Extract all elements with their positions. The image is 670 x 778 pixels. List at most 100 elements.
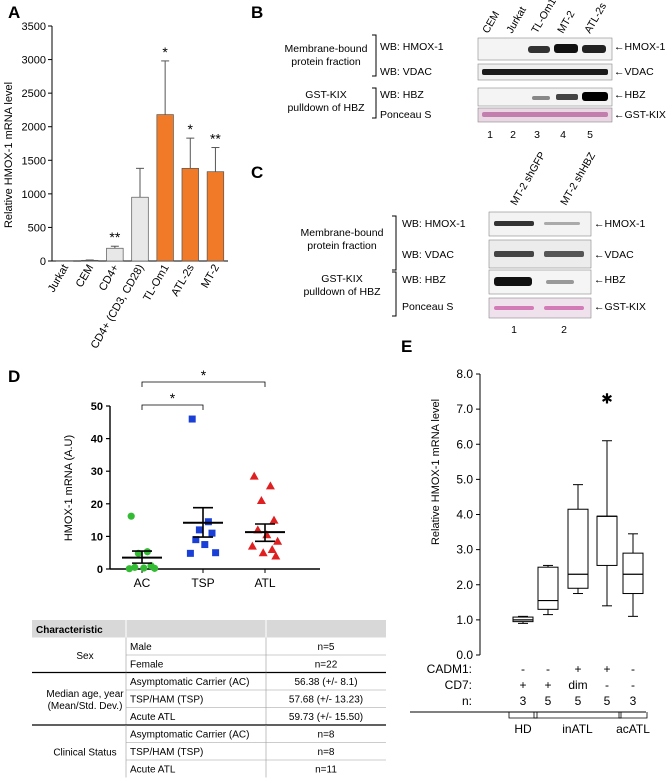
panel-e-category-table: CADM1: - - + + - CD7: + + dim - - n: 3 5 5 5 3 HD inATL acAT… [410,662,650,736]
e-group-label: acATL [616,722,650,736]
panel-b-group2-line2: pulldown of HBZ [287,102,365,114]
b-lane-number: 2 [510,129,516,141]
panel-b-group1-line1: Membrane-bound [285,43,368,55]
panel-b-group1-line2: protein fraction [291,56,361,68]
panel-c-group2-line2: pulldown of HBZ [303,286,381,298]
table-row-value: 56.38 (+/- 8.1) [294,677,357,688]
a-category-label: CD4+ [97,263,122,294]
table-group-label: Median age, year [46,689,124,700]
d-point-atl [265,481,275,490]
c-arrow-label: ←GST-KIX [594,301,646,313]
table-row-value: n=11 [315,765,337,776]
panel-e: E Relative HMOX-1 mRNA level 0.0 1.0 2.0 3.… [401,337,650,736]
d-ytick-label: 40 [91,434,103,446]
b-lane-number: 5 [587,129,593,141]
d-point-atl [247,541,257,550]
panel-b-row-vdac: WB: VDAC [380,66,432,78]
d-category-label: ATL [254,576,275,590]
d-point-atl [269,515,279,524]
a-significance: * [188,121,194,137]
d-point-tsp [186,549,194,557]
table-row-value: n=8 [318,747,335,758]
d-point-atl [273,536,283,545]
d-point-tsp [188,415,196,423]
e-cadm1-value: - [546,662,550,676]
table-row-label: Male [130,642,152,653]
d-point-tsp [201,541,209,549]
table-row-label: Acute ATL [130,712,176,723]
table-group-label: (Mean/Std. Dev.) [48,701,123,712]
panel-b-row-hmox: WB: HMOX-1 [380,41,444,53]
e-row-label: CD7: [445,678,472,692]
b-arrow-label: ←GST-KIX [614,109,666,121]
table-row-value: n=8 [318,730,335,741]
e-cd7-value: dim [568,678,587,692]
c-arrow-label: ←HMOX-1 [594,218,645,230]
a-bar [106,247,124,262]
d-category-label: AC [134,576,151,590]
panel-b-bracket-1 [372,34,377,77]
b-band-hbz-3 [532,96,550,100]
d-ytick-label: 10 [91,531,103,543]
e-n-value: 5 [545,694,552,708]
panel-d-label: D [8,367,20,386]
panel-d-points [122,415,285,573]
panel-c-bracket-1 [392,215,397,271]
e-cadm1-value: - [521,662,525,676]
b-arrow-label: ←HMOX-1 [614,41,665,53]
b-lane-label: ATL-2s [582,1,609,36]
b-arrow-label: ←HBZ [614,89,646,101]
e-group-bracket [508,712,538,719]
d-point-atl [256,496,266,505]
panel-b-lane-numbers: 1 2 3 4 5 [487,129,593,141]
panel-c-group1-line1: Membrane-bound [301,227,384,239]
a-ytick-label: 1000 [22,189,46,201]
c-band-ponceau-2 [544,306,584,310]
b-lane-label: Jurkat [504,5,529,36]
panel-e-label: E [401,337,412,356]
a-ytick-label: 1500 [22,155,46,167]
panel-a-label: A [8,3,20,22]
e-box [537,566,559,610]
e-ytick-label: 5.0 [456,472,473,486]
a-category-label: MT-2 [199,263,222,291]
panel-e-boxes: ✱ [512,391,644,624]
b-lane-number: 3 [534,129,540,141]
a-category-label: CD4+ (CD3, CD28) [89,263,147,351]
c-lane-label: MT-2 shHBZ [558,150,598,208]
e-cd7-value: - [605,678,609,692]
e-group-label: HD [514,722,532,736]
a-significance: * [162,44,168,60]
table-row-value: 57.68 (+/- 13.23) [289,695,363,706]
panel-b-bands [482,44,608,117]
c-band-hbz-2 [546,280,574,284]
e-cadm1-value: + [603,662,610,676]
c-lane-number: 1 [511,324,517,336]
b-band-vdac [482,69,608,75]
table-row-value: 59.73 (+/- 15.50) [289,712,363,723]
a-bar [131,196,149,262]
d-point-tsp [192,536,200,544]
panel-e-axis: 0.0 1.0 2.0 3.0 4.0 5.0 6.0 7.0 8.0 [456,367,481,662]
d-category-label: TSP [191,576,214,590]
panel-d-ylabel: HMOX-1 mRNA (A.U) [63,435,75,541]
panel-a-ylabel: Relative HMOX-1 mRNA level [3,82,15,228]
panel-c-lane-labels: MT-2 shGFP MT-2 shHBZ [508,150,598,208]
e-ytick-label: 6.0 [456,437,473,451]
a-significance: ** [210,131,221,147]
e-group-bracket [618,712,648,719]
d-point-ac [140,564,148,572]
b-lane-label: CEM [480,9,502,35]
table-row-value: n=22 [315,660,338,671]
c-arrow-label: ←VDAC [594,249,634,261]
table-row-label: Female [130,660,164,671]
e-group-bracket [533,712,622,719]
e-cd7-value: + [519,678,526,692]
e-n-value: 3 [630,694,637,708]
panel-c-row-hbz: WB: HBZ [402,274,446,286]
e-cadm1-value: - [631,662,635,676]
b-band-hmox-5 [582,45,606,53]
e-cadm1-value: + [574,662,581,676]
